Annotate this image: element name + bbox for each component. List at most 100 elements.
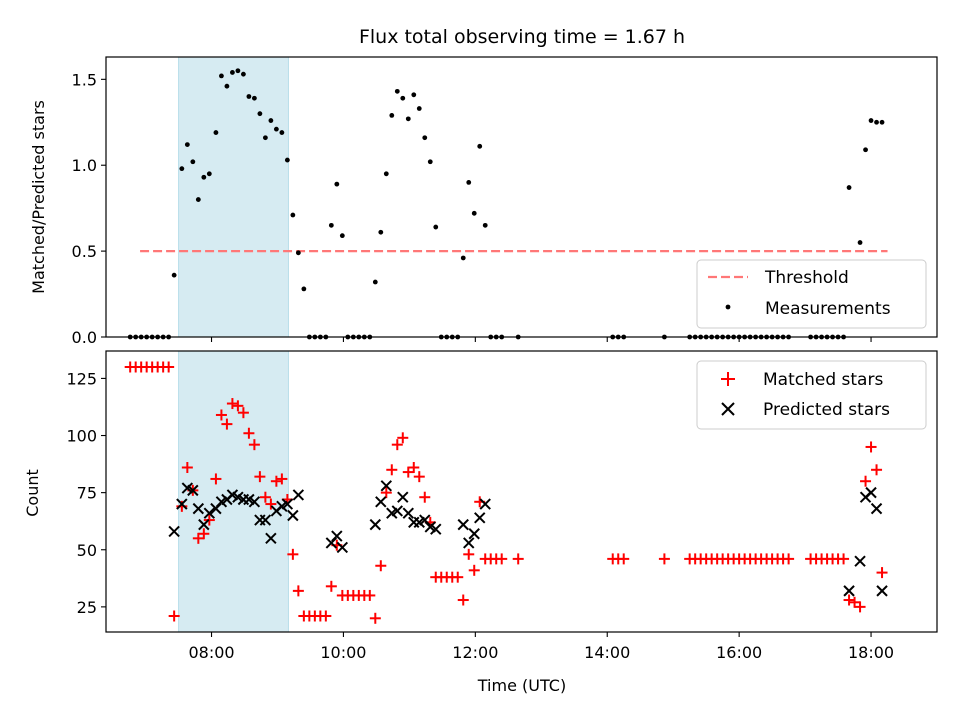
predicted-star-point (457, 518, 469, 531)
matched-star-point (375, 560, 387, 572)
bottom-legend-box (696, 360, 927, 430)
matched-star-point (876, 567, 888, 579)
matched-star-point (364, 589, 376, 601)
matched-star-point (287, 548, 299, 560)
predicted-star-point (479, 498, 491, 510)
matched-star-point (380, 487, 392, 499)
predicted-star-point (336, 541, 349, 554)
x-tick-label: 14:00 (584, 643, 630, 662)
measurement-point (477, 143, 483, 149)
matched-star-point (512, 553, 524, 565)
top-y-tick-label: 0.5 (72, 242, 97, 261)
measurement-point (846, 185, 852, 190)
measurement-point (339, 233, 345, 239)
measurement-point (482, 222, 488, 228)
predicted-star-point (876, 585, 888, 597)
measurement-point (460, 255, 466, 261)
measurement-point (328, 222, 334, 228)
bottom-y-tick-label: 100 (66, 427, 97, 446)
bottom-y-tick-label: 50 (77, 541, 97, 560)
measurement-point (195, 197, 201, 202)
predicted-star-point (168, 525, 180, 538)
matched-star-point (618, 553, 630, 565)
matched-star-point (221, 418, 233, 430)
measurement-point (219, 73, 224, 79)
measurement-point (284, 157, 290, 163)
predicted-stars-points (168, 480, 888, 597)
matched-star-point (292, 585, 304, 597)
matched-star-point (408, 462, 420, 474)
matched-star-point (259, 491, 271, 503)
matched-stars-points (124, 361, 888, 624)
x-tick-label: 08:00 (188, 643, 234, 662)
x-tick-label: 10:00 (320, 643, 366, 662)
matched-star-point (369, 612, 381, 624)
matched-star-point (463, 548, 475, 560)
legend-measurements-swatch (725, 304, 731, 310)
matched-star-point (270, 475, 282, 487)
predicted-star-point (463, 537, 475, 549)
matched-star-point (658, 553, 670, 565)
bottom-panel: 25 50 75 100 125 08:00 10:00 12:00 14:00 16:00 18… (23, 350, 938, 695)
matched-star-point (783, 553, 795, 565)
matched-star-point (163, 361, 175, 373)
bottom-y-tick-label: 75 (77, 484, 97, 503)
bottom-x-axis: 08:00 10:00 12:00 14:00 16:00 18:00 (188, 632, 894, 662)
matched-star-point (468, 564, 480, 576)
matched-star-point (168, 610, 180, 622)
measurement-point (190, 159, 196, 165)
measurement-point (241, 71, 246, 77)
predicted-star-point (380, 480, 393, 492)
matched-star-point (254, 471, 266, 483)
bottom-shaded-interval (178, 350, 289, 633)
predicted-star-point (468, 528, 480, 540)
bottom-y-tick-label: 25 (77, 598, 97, 617)
top-y-tick-label: 1.0 (72, 156, 97, 175)
bottom-axes-frame (105, 350, 938, 633)
matched-star-point (838, 553, 850, 565)
matched-star-point (276, 473, 288, 485)
matched-star-point (843, 594, 855, 606)
x-tick-label: 18:00 (848, 643, 894, 662)
predicted-star-point (292, 489, 305, 501)
measurement-point (383, 171, 389, 177)
measurement-point (863, 147, 868, 153)
measurement-point (466, 179, 472, 185)
matched-star-point (452, 571, 464, 583)
matched-star-point (325, 580, 337, 592)
predicted-star-point (369, 518, 382, 531)
measurement-point (171, 272, 177, 278)
top-y-tick-label: 0.0 (72, 328, 97, 347)
measurement-point (405, 116, 411, 122)
measurement-point (262, 135, 268, 141)
measurement-point (427, 159, 433, 165)
top-y-axis-label: Matched/Predicted stars (29, 100, 48, 294)
matched-star-point (237, 407, 249, 419)
predicted-star-point (248, 496, 261, 508)
measurement-point (471, 210, 477, 216)
predicted-star-point (397, 491, 409, 503)
legend-measurements-label: Measurements (765, 299, 891, 319)
matched-star-point (854, 601, 866, 613)
legend-matched-swatch (721, 372, 735, 386)
measurement-point (334, 181, 340, 187)
predicted-star-point (391, 505, 403, 517)
matched-star-point (248, 439, 260, 451)
predicted-star-point (375, 496, 387, 508)
matched-star-point (203, 514, 215, 526)
measurement-point (879, 119, 885, 125)
predicted-star-point (192, 502, 205, 515)
predicted-star-point (198, 518, 210, 531)
predicted-star-point (265, 532, 277, 545)
measurement-point (224, 83, 230, 89)
top-legend-box (696, 259, 927, 329)
legend-matched-label: Matched stars (763, 370, 883, 390)
legend-predicted-swatch (721, 402, 735, 416)
matched-star-point (391, 439, 403, 451)
measurement-point (301, 286, 307, 292)
measurement-point (857, 240, 863, 245)
measurement-point (874, 119, 879, 125)
bottom-legend: Matched stars Predicted stars (696, 360, 927, 430)
matched-star-point (496, 553, 508, 565)
measurement-point (184, 142, 190, 148)
